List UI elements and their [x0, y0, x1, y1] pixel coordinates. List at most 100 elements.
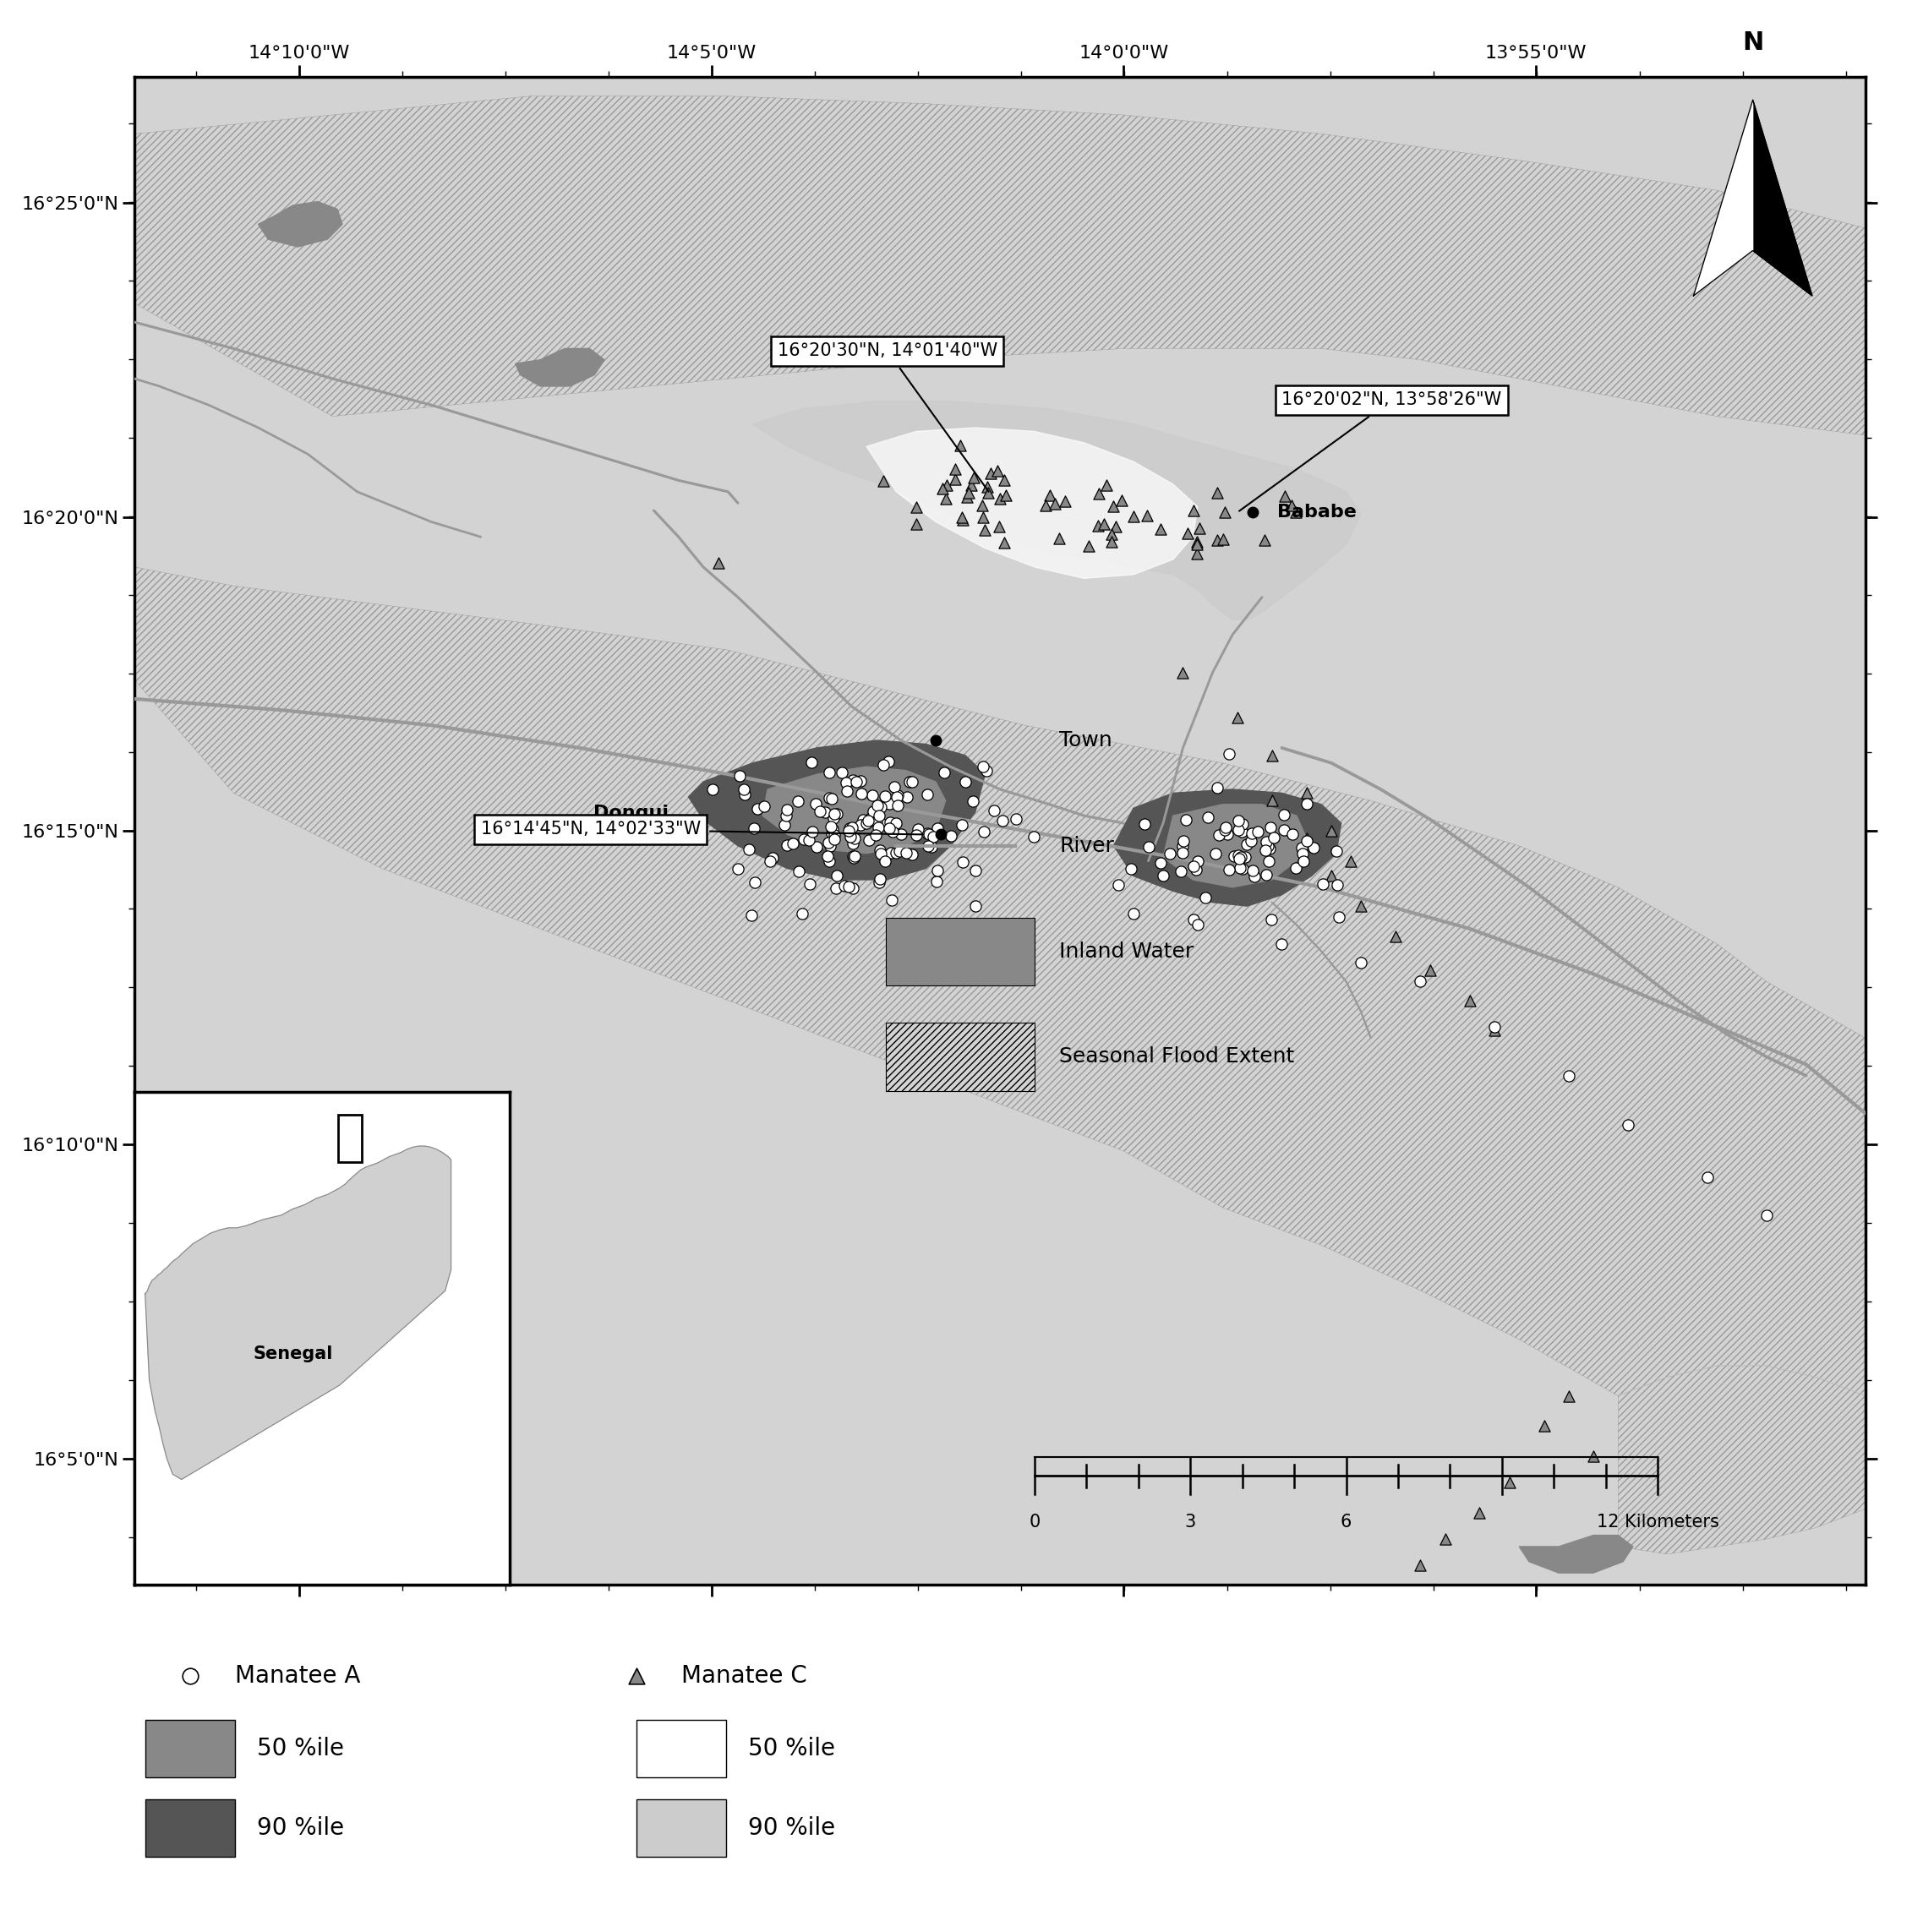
- Point: [1129, 810, 1160, 840]
- Point: [971, 755, 1002, 786]
- Point: [804, 796, 835, 827]
- Point: [742, 792, 773, 823]
- Point: [794, 825, 825, 856]
- Text: 50 %ile: 50 %ile: [258, 1737, 344, 1760]
- Point: [1181, 529, 1211, 560]
- Point: [1277, 819, 1308, 850]
- Point: [946, 810, 977, 840]
- Point: [948, 846, 979, 877]
- Point: [838, 765, 869, 796]
- Point: [771, 831, 802, 862]
- Point: [1315, 860, 1346, 891]
- Point: [881, 808, 912, 838]
- Point: [885, 837, 915, 867]
- Text: Senegal: Senegal: [254, 1345, 333, 1362]
- Point: [1096, 518, 1127, 549]
- Point: [729, 775, 760, 806]
- Point: [921, 866, 952, 896]
- Point: [819, 825, 850, 856]
- Point: [821, 860, 852, 891]
- Text: Manatee C: Manatee C: [681, 1663, 808, 1689]
- Point: [1181, 854, 1211, 885]
- Point: [1321, 869, 1352, 900]
- Point: [1171, 804, 1202, 835]
- Point: [990, 479, 1021, 510]
- Point: [702, 549, 733, 580]
- Point: [931, 483, 962, 514]
- Point: [1346, 947, 1377, 978]
- Point: [1035, 479, 1065, 510]
- Point: [865, 864, 896, 895]
- Point: [881, 838, 912, 869]
- Point: [1148, 860, 1179, 891]
- Point: [912, 817, 942, 848]
- Point: [1115, 854, 1146, 885]
- Point: [988, 466, 1019, 497]
- Point: [937, 821, 967, 852]
- Point: [1229, 840, 1260, 871]
- Point: [833, 871, 863, 902]
- Point: [1227, 808, 1258, 838]
- Point: [1167, 831, 1198, 862]
- Point: [913, 819, 944, 850]
- Point: [846, 765, 877, 796]
- Point: [758, 842, 788, 873]
- Point: [1221, 703, 1252, 734]
- Point: [1223, 806, 1254, 837]
- Point: [1019, 821, 1050, 852]
- Point: [1146, 848, 1177, 879]
- Point: [1190, 883, 1221, 914]
- Point: [838, 842, 869, 873]
- Point: [877, 817, 908, 848]
- Point: [900, 819, 931, 850]
- Point: [1210, 497, 1240, 527]
- Point: [1454, 985, 1485, 1016]
- Text: Inland Water: Inland Water: [1060, 941, 1194, 962]
- Point: [1752, 1200, 1783, 1231]
- Point: [771, 800, 802, 831]
- Polygon shape: [1519, 1536, 1633, 1573]
- Point: [902, 493, 933, 524]
- Point: [1254, 846, 1285, 877]
- Point: [1494, 1466, 1525, 1497]
- Point: [802, 831, 833, 862]
- Point: [896, 765, 927, 796]
- Point: [1165, 856, 1196, 887]
- Point: [1269, 800, 1300, 831]
- Bar: [637, 1719, 725, 1777]
- Point: [896, 838, 927, 869]
- Point: [927, 473, 958, 504]
- Point: [960, 891, 990, 922]
- Point: [952, 481, 983, 512]
- Point: [1225, 852, 1256, 883]
- Point: [1288, 846, 1319, 877]
- Point: [1000, 804, 1031, 835]
- Point: [967, 502, 998, 533]
- Point: [1167, 837, 1198, 867]
- Point: [971, 471, 1002, 502]
- Point: [917, 821, 948, 852]
- Point: [1692, 1161, 1723, 1192]
- Polygon shape: [752, 402, 1361, 620]
- Point: [890, 837, 921, 867]
- Point: [1167, 825, 1198, 856]
- Point: [860, 819, 890, 850]
- Point: [913, 831, 944, 862]
- Text: Seasonal Flood Extent: Seasonal Flood Extent: [1060, 1047, 1294, 1066]
- Point: [796, 746, 827, 777]
- Point: [817, 813, 848, 844]
- Point: [813, 831, 844, 862]
- Point: [902, 813, 933, 844]
- Point: [873, 813, 904, 844]
- Point: [1073, 531, 1104, 562]
- Point: [873, 746, 904, 777]
- Point: [815, 784, 846, 815]
- Point: [1204, 819, 1235, 850]
- Point: [829, 869, 860, 900]
- Point: [883, 790, 913, 821]
- Bar: [887, 918, 1035, 985]
- Point: [833, 777, 863, 808]
- Point: [838, 829, 869, 860]
- Point: [725, 761, 756, 792]
- Point: [837, 840, 867, 871]
